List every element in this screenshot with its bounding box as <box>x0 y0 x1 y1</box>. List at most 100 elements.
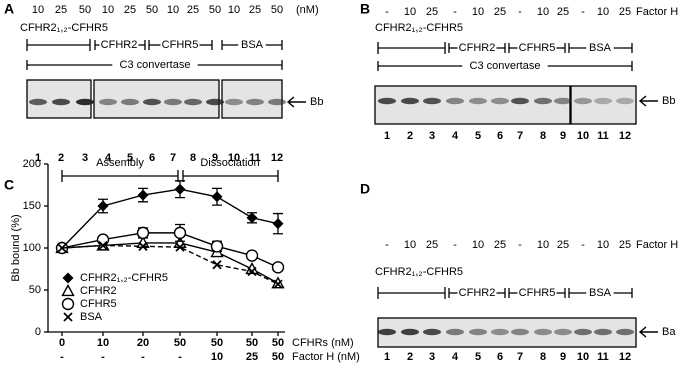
marker <box>63 312 73 322</box>
legend-label: CFHR2 <box>80 285 117 297</box>
gel-band <box>511 97 529 105</box>
gel-band <box>574 97 592 105</box>
lane-number: 3 <box>82 152 88 164</box>
gel-band <box>378 328 396 336</box>
gel-band <box>423 97 441 105</box>
gel-band <box>534 328 552 336</box>
gel-band <box>574 328 592 336</box>
lane-number: 7 <box>517 351 523 363</box>
y-tick-label: 50 <box>29 284 41 296</box>
x-tick-label: 50 <box>246 337 258 349</box>
lane-condition: - <box>385 239 389 251</box>
legend-label: BSA <box>80 311 103 323</box>
marker <box>247 266 257 277</box>
lane-number: 8 <box>540 351 546 363</box>
group-label: CFHR2 <box>101 39 138 51</box>
lane-number: 4 <box>452 130 459 142</box>
gel-band <box>446 328 464 336</box>
gel-band <box>206 98 224 106</box>
marker <box>97 200 109 212</box>
annotation: Assembly <box>96 157 144 169</box>
gel-box <box>374 85 571 125</box>
lane-number: 2 <box>407 351 413 363</box>
x-tick-label: 10 <box>97 337 109 349</box>
x-tick-label: 0 <box>59 337 65 349</box>
x-tick-label: 50 <box>174 337 186 349</box>
x-tick-label: - <box>60 351 64 363</box>
panel-letter: D <box>360 181 370 197</box>
lane-number: 6 <box>497 130 503 142</box>
group-title: CFHR2₁,₂-CFHR5 <box>20 22 108 34</box>
marker <box>98 240 108 251</box>
lane-condition: - <box>581 239 585 251</box>
lane-number: 2 <box>58 152 64 164</box>
gel-band <box>534 97 552 105</box>
lane-condition: 10 <box>228 4 240 16</box>
y-tick-label: 150 <box>23 200 41 212</box>
x-tick-label: - <box>178 351 182 363</box>
gel-band <box>184 98 202 106</box>
x-tick-label: 50 <box>272 351 284 363</box>
marker <box>96 233 110 246</box>
marker <box>271 261 285 274</box>
lane-condition: 10 <box>404 6 416 18</box>
lane-condition: 10 <box>537 239 549 251</box>
marker <box>246 212 258 224</box>
gel-band <box>554 97 572 105</box>
band-arrow <box>638 326 658 338</box>
lane-number: 11 <box>597 130 609 142</box>
group-label: CFHR5 <box>162 39 199 51</box>
gel-band <box>446 97 464 105</box>
condition-unit: (nM) <box>296 4 319 16</box>
gel-band <box>616 328 634 336</box>
marker <box>174 183 186 195</box>
band-arrow <box>638 95 658 107</box>
x-row-label: Factor H (nM) <box>292 351 360 363</box>
marker <box>61 297 75 311</box>
lane-condition: 25 <box>494 6 506 18</box>
marker <box>211 191 223 203</box>
lane-number: 10 <box>577 351 589 363</box>
lane-number: 9 <box>560 130 566 142</box>
lane-number: 3 <box>429 351 435 363</box>
lane-condition: 10 <box>472 239 484 251</box>
group-label: CFHR2 <box>459 42 496 54</box>
gel-band <box>268 98 286 106</box>
marker <box>138 241 148 251</box>
group-label: BSA <box>589 287 612 299</box>
lane-condition: 10 <box>102 4 114 16</box>
gel-band <box>99 98 117 106</box>
gel-band <box>554 328 572 336</box>
y-tick-label: 200 <box>23 158 41 170</box>
gel-box <box>377 317 637 348</box>
lane-condition: 10 <box>597 6 609 18</box>
lane-condition: - <box>581 6 585 18</box>
band-label: Bb <box>310 96 323 108</box>
lane-number: 1 <box>384 351 390 363</box>
lane-number: 3 <box>429 130 435 142</box>
lane-condition: 25 <box>494 239 506 251</box>
x-tick-label: 10 <box>211 351 223 363</box>
y-tick-label: 0 <box>35 326 41 338</box>
lane-number: 5 <box>127 152 133 164</box>
lane-number: 1 <box>35 152 41 164</box>
lane-number: 4 <box>105 152 112 164</box>
gel-band <box>616 97 634 105</box>
group-title: CFHR2₁,₂-CFHR5 <box>375 266 463 278</box>
marker <box>62 272 74 284</box>
gel-box <box>570 85 637 125</box>
lane-number: 4 <box>452 351 459 363</box>
lane-condition: 50 <box>79 4 91 16</box>
marker <box>175 242 185 252</box>
y-tick-label: 100 <box>23 242 41 254</box>
lane-number: 9 <box>560 351 566 363</box>
gel-band <box>76 98 94 106</box>
lane-condition: - <box>453 239 457 251</box>
lane-number: 12 <box>619 130 631 142</box>
lane-number: 2 <box>407 130 413 142</box>
gel-band <box>401 97 419 105</box>
condition-unit: Factor H <box>636 6 678 18</box>
band-arrow <box>286 96 306 108</box>
lane-number: 9 <box>212 152 218 164</box>
